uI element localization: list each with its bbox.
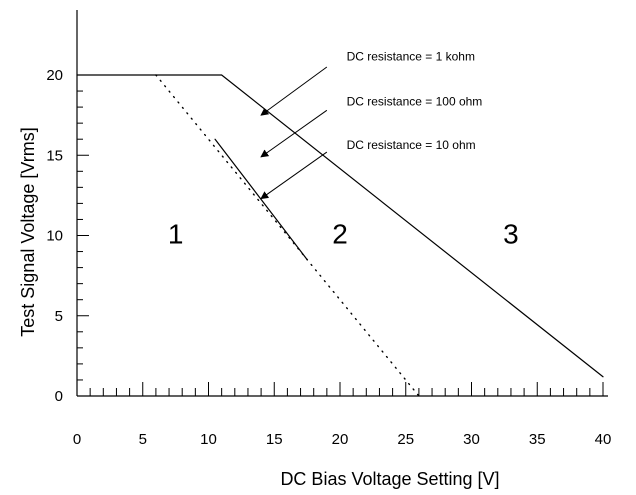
x-tick-label: 5 bbox=[139, 431, 147, 448]
x-tick-label: 25 bbox=[397, 431, 414, 448]
series-line-3 bbox=[214, 138, 308, 261]
x-tick-label: 30 bbox=[463, 431, 480, 448]
annotation-arrow-3 bbox=[260, 151, 328, 200]
annotation-arrow-2 bbox=[260, 109, 328, 158]
annotation-label-3: DC resistance = 10 ohm bbox=[347, 138, 476, 152]
region-label-3: 3 bbox=[503, 219, 519, 250]
annotation-label-2: DC resistance = 100 ohm bbox=[347, 94, 483, 108]
region-label-1: 1 bbox=[168, 219, 184, 250]
x-axis-title: DC Bias Voltage Setting [V] bbox=[280, 469, 499, 489]
y-tick-label: 0 bbox=[55, 388, 63, 405]
y-tick-label: 10 bbox=[46, 228, 63, 245]
annotation-label-1: DC resistance = 1 kohm bbox=[347, 50, 475, 64]
annotation-arrow-1 bbox=[260, 66, 328, 116]
series-layer bbox=[76, 74, 604, 397]
series-line-1 bbox=[76, 74, 604, 378]
axes: 0 5 10 15 20 0 5 10 15 20 25 30 35 40 bbox=[46, 10, 611, 448]
series-line-2 bbox=[155, 74, 420, 397]
y-tick-label: 5 bbox=[55, 308, 63, 325]
annotation-layer: DC resistance = 1 kohm DC resistance = 10… bbox=[260, 50, 483, 200]
x-tick-label: 15 bbox=[266, 431, 283, 448]
region-label-2: 2 bbox=[332, 219, 348, 250]
x-tick-label: 0 bbox=[73, 431, 81, 448]
x-tick-label: 20 bbox=[332, 431, 349, 448]
y-axis-title: Test Signal Voltage [Vrms] bbox=[18, 127, 38, 336]
region-layer: 1 2 3 bbox=[168, 219, 519, 250]
x-tick-label: 40 bbox=[595, 431, 612, 448]
x-tick-label: 10 bbox=[200, 431, 217, 448]
x-tick-label: 35 bbox=[529, 431, 546, 448]
y-tick-label: 20 bbox=[46, 67, 63, 84]
y-tick-label: 15 bbox=[46, 147, 63, 164]
